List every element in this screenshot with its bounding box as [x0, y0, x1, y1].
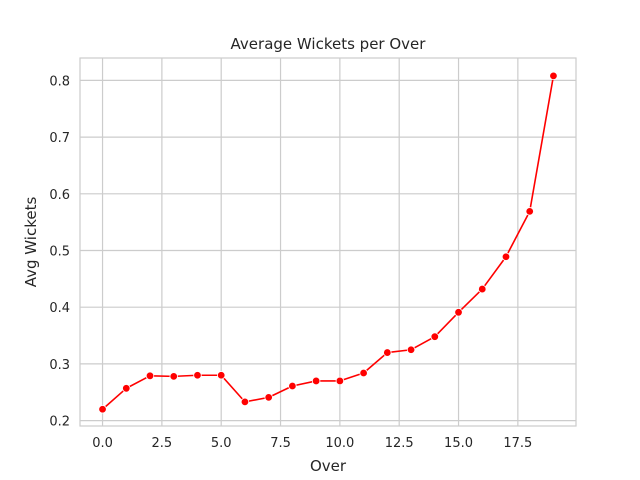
series-layer [98, 71, 558, 414]
x-tick-label: 10.0 [325, 436, 354, 451]
x-tick-label: 12.5 [385, 436, 414, 451]
y-axis-label: Avg Wickets [22, 197, 40, 288]
x-tick-label: 7.5 [270, 436, 291, 451]
data-point [264, 393, 273, 402]
y-tick-label: 0.8 [49, 74, 70, 89]
x-tick-label: 15.0 [444, 436, 473, 451]
data-point [217, 371, 226, 380]
data-point [288, 381, 297, 391]
x-axis-label: Over [310, 457, 347, 475]
x-tick-label: 0.0 [92, 436, 113, 451]
x-tick-label: 5.0 [211, 436, 232, 451]
y-tick-label: 0.3 [49, 358, 70, 373]
data-point [478, 284, 487, 294]
chart-title: Average Wickets per Over [231, 35, 427, 53]
data-point [145, 371, 155, 381]
data-point [335, 376, 345, 386]
data-point [549, 71, 558, 81]
data-point [169, 372, 178, 381]
y-axis-ticks: 0.2 0.3 0.4 0.5 0.6 0.7 0.8 [49, 74, 70, 429]
data-point [311, 376, 321, 386]
x-tick-label: 2.5 [152, 436, 173, 451]
plot-area-frame [79, 57, 577, 427]
data-point [454, 308, 463, 317]
y-tick-label: 0.4 [49, 301, 70, 316]
data-point [193, 371, 202, 380]
data-point [430, 332, 439, 341]
y-tick-label: 0.2 [49, 415, 70, 430]
data-point [122, 384, 131, 393]
data-point [383, 348, 392, 357]
grid-lines [80, 58, 576, 426]
x-axis-ticks: 0.0 2.5 5.0 7.5 10.0 12.5 15.0 17.5 [92, 436, 532, 451]
data-point [525, 207, 534, 216]
data-point [501, 252, 511, 261]
data-point [359, 368, 368, 378]
data-point [406, 345, 416, 354]
x-tick-label: 17.5 [503, 436, 532, 451]
data-point [240, 397, 250, 407]
y-tick-label: 0.6 [49, 188, 70, 203]
series-group [98, 71, 558, 414]
data-point [98, 405, 107, 414]
y-tick-label: 0.5 [49, 245, 70, 260]
y-tick-label: 0.7 [49, 131, 70, 146]
